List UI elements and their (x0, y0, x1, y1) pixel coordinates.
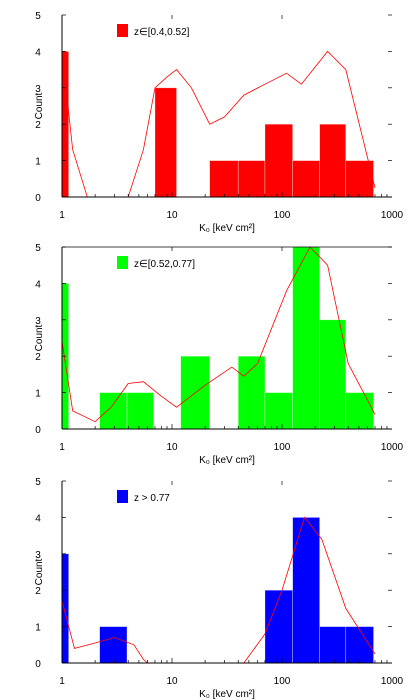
y-tick-label: 0 (35, 425, 41, 436)
histogram-bar (154, 87, 177, 198)
y-axis-label: Count (34, 324, 45, 351)
y-tick-label: 3 (35, 550, 41, 561)
legend: z∈[0.52,0.77] (117, 256, 195, 270)
histogram-bar (237, 355, 266, 430)
y-tick-label: 2 (35, 120, 41, 131)
histogram-bar (126, 392, 154, 430)
histogram-bar (292, 246, 320, 430)
x-tick-label: 10 (166, 442, 178, 453)
x-tick-label: 10 (166, 676, 178, 687)
histogram-bar (99, 626, 128, 664)
y-axis-label: Count (34, 92, 45, 119)
histogram-bar (319, 626, 347, 664)
y-tick-label: 5 (35, 477, 41, 488)
x-axis-label: K₀ [keV cm²] (199, 455, 255, 466)
x-axis-label: K₀ [keV cm²] (199, 689, 255, 700)
x-axis-label: K₀ [keV cm²] (199, 223, 255, 234)
x-tick-label: 100 (274, 676, 291, 687)
x-tick-label: 1000 (381, 442, 404, 453)
chart-panel-2: 1 10 100 1000 0 1 2 3 4 5 Count K₀ [keV cm²] z∈[0.52… (34, 243, 404, 466)
y-tick-label: 3 (35, 316, 41, 327)
chart-panel-3: 1 10 100 1000 0 1 2 3 4 5 Count K₀ [keV cm²] z > 0.7… (34, 477, 404, 700)
legend-swatch (117, 490, 128, 503)
y-tick-label: 1 (35, 389, 41, 400)
x-tick-label: 100 (274, 442, 291, 453)
histogram-bar (345, 160, 374, 198)
histogram-bar (99, 392, 128, 430)
legend: z > 0.77 (117, 490, 170, 504)
histogram-bar (264, 589, 293, 664)
y-tick-label: 0 (35, 659, 41, 670)
x-tick-label: 1000 (381, 210, 404, 221)
histogram-bar (292, 160, 320, 198)
x-tick-label: 100 (274, 210, 291, 221)
x-tick-label: 1000 (381, 676, 404, 687)
y-tick-label: 3 (35, 84, 41, 95)
legend-swatch (117, 24, 128, 37)
y-tick-label: 4 (35, 279, 41, 290)
legend-label: z > 0.77 (134, 493, 170, 504)
y-tick-label: 1 (35, 623, 41, 634)
histogram-bar (209, 160, 239, 198)
y-axis-label: Count (34, 558, 45, 585)
y-tick-label: 5 (35, 243, 41, 254)
histogram-bar (264, 123, 293, 198)
chart-panel-1: 1 10 100 1000 0 1 2 3 4 5 Count K₀ [keV cm²] z∈[0.4,… (34, 11, 404, 234)
histogram-bar (319, 319, 347, 430)
density-curve (61, 246, 376, 423)
histogram-bar (237, 160, 266, 198)
x-tick-label: 1 (59, 210, 65, 221)
x-tick-label: 1 (59, 442, 65, 453)
histogram-bar (345, 392, 374, 430)
histogram-bar (61, 553, 69, 664)
histogram-bar (264, 392, 293, 430)
legend: z∈[0.4,0.52] (117, 24, 190, 38)
y-tick-label: 5 (35, 11, 41, 22)
y-tick-label: 2 (35, 352, 41, 363)
x-tick-label: 1 (59, 676, 65, 687)
legend-swatch (117, 256, 128, 269)
y-tick-label: 4 (35, 47, 41, 58)
legend-label: z∈[0.52,0.77] (134, 259, 195, 270)
y-tick-label: 2 (35, 586, 41, 597)
y-tick-label: 4 (35, 513, 41, 524)
x-tick-label: 10 (166, 210, 178, 221)
histogram-bar (292, 517, 320, 664)
y-tick-label: 1 (35, 157, 41, 168)
y-tick-label: 0 (35, 193, 41, 204)
histogram-bar (319, 123, 347, 198)
legend-label: z∈[0.4,0.52] (134, 27, 190, 38)
